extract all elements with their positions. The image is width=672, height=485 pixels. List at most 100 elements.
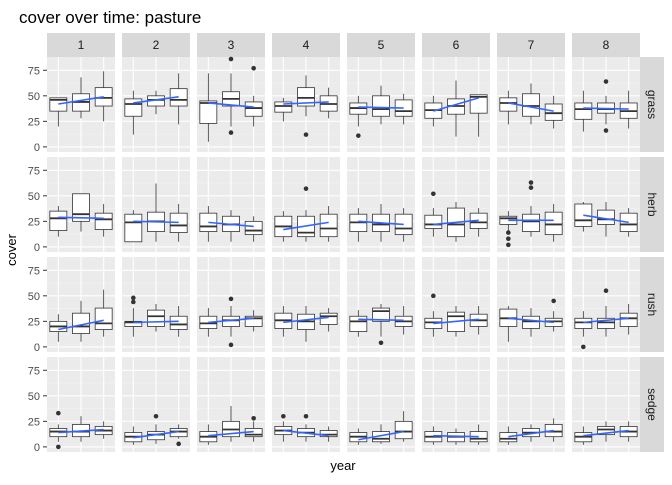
trend-line <box>208 317 254 324</box>
trend-line <box>358 220 404 226</box>
boxplot-box <box>597 317 615 329</box>
boxplot-box <box>597 426 615 436</box>
facet-strip-top <box>347 33 415 57</box>
facet-panel <box>497 157 565 252</box>
facet-panel <box>572 257 640 352</box>
facet-panel <box>572 57 640 152</box>
outlier-point <box>603 128 609 133</box>
outlier-point <box>281 413 286 419</box>
facet-panel <box>122 257 190 352</box>
trend-line <box>358 430 404 441</box>
y-tick-label: 50 <box>28 391 40 403</box>
facet-panel <box>497 357 565 452</box>
trend-line <box>208 221 254 228</box>
facet-label-right: herb <box>645 192 659 216</box>
boxplot-box <box>319 213 338 238</box>
boxplot-box <box>619 312 638 327</box>
facet-strip-top <box>47 33 115 57</box>
outlier-point <box>603 288 609 294</box>
trend-line <box>58 96 104 105</box>
trend-line <box>133 96 179 104</box>
facet-label-top: 8 <box>603 38 610 52</box>
facet-panel <box>422 157 490 252</box>
facet-panel <box>272 157 340 252</box>
boxplot-box <box>319 430 338 438</box>
trend-line <box>208 102 254 108</box>
y-tick-label: 0 <box>34 242 40 254</box>
facet-label-top: 6 <box>453 38 460 52</box>
boxplot-box <box>124 320 143 327</box>
outlier-point <box>378 340 384 346</box>
boxplot-box <box>297 87 315 107</box>
y-axis-label: cover <box>4 233 19 265</box>
outlier-point <box>56 444 61 450</box>
facet-strip-right <box>640 357 664 452</box>
facet-panel <box>47 57 115 152</box>
trend-line <box>208 430 254 437</box>
y-tick-label: 25 <box>28 416 40 428</box>
y-tick-label: 50 <box>28 191 40 203</box>
trend-line <box>583 214 629 224</box>
y-tick-label: 75 <box>28 65 40 77</box>
facet-panel <box>497 57 565 152</box>
facet-panel <box>272 357 340 452</box>
boxplot-box <box>394 420 413 440</box>
boxplot-box <box>274 101 293 113</box>
outlier-point <box>303 132 309 137</box>
outlier-point <box>131 295 136 301</box>
facet-strip-top <box>572 33 640 57</box>
trend-line <box>133 320 179 324</box>
outlier-point <box>528 185 534 190</box>
facet-label-top: 2 <box>153 38 160 52</box>
boxplot-box <box>147 309 165 327</box>
facet-panel <box>122 157 190 252</box>
boxplot-box <box>49 210 68 231</box>
trend-line <box>133 220 179 224</box>
facet-strip-right <box>640 57 664 152</box>
boxplot-box <box>544 424 563 438</box>
outlier-point <box>506 242 511 248</box>
facet-panel <box>272 257 340 352</box>
outlier-point <box>153 413 159 419</box>
trend-line <box>508 317 554 324</box>
outlier-point <box>528 180 534 185</box>
facet-panel <box>197 357 265 452</box>
y-tick-label: 75 <box>28 265 40 277</box>
outlier-point <box>228 56 234 62</box>
outlier-point <box>431 293 436 299</box>
facet-strip-top <box>122 33 190 57</box>
y-tick-label: 50 <box>28 291 40 303</box>
facet-panel <box>197 257 265 352</box>
outlier-point <box>506 236 511 242</box>
facet-strip-top <box>197 33 265 57</box>
trend-line <box>283 221 329 231</box>
trend-line <box>58 319 104 331</box>
boxplot-box <box>574 317 593 329</box>
outlier-point <box>603 79 609 84</box>
boxplot-box <box>244 101 263 117</box>
chart-title: cover over time: pasture <box>19 8 201 27</box>
x-axis-label: year <box>330 458 356 473</box>
facet-strip-right <box>640 257 664 352</box>
boxplot-box <box>522 315 540 329</box>
boxplot-box <box>244 220 263 236</box>
outlier-point <box>431 191 436 197</box>
y-tick-label: 0 <box>34 142 40 154</box>
facet-strip-top <box>497 33 565 57</box>
boxplot-box <box>319 312 338 325</box>
trend-line <box>358 318 404 322</box>
facet-panel <box>47 257 115 352</box>
trend-line <box>283 101 329 105</box>
trend-line <box>433 219 479 226</box>
outlier-point <box>228 342 234 348</box>
facet-panel <box>572 357 640 452</box>
facet-panel <box>197 157 265 252</box>
boxplot-box <box>522 213 540 232</box>
outlier-point <box>56 410 61 416</box>
facet-label-top: 4 <box>303 38 310 52</box>
trend-line <box>583 107 629 110</box>
trend-line <box>283 429 329 437</box>
trend-line <box>358 106 404 109</box>
